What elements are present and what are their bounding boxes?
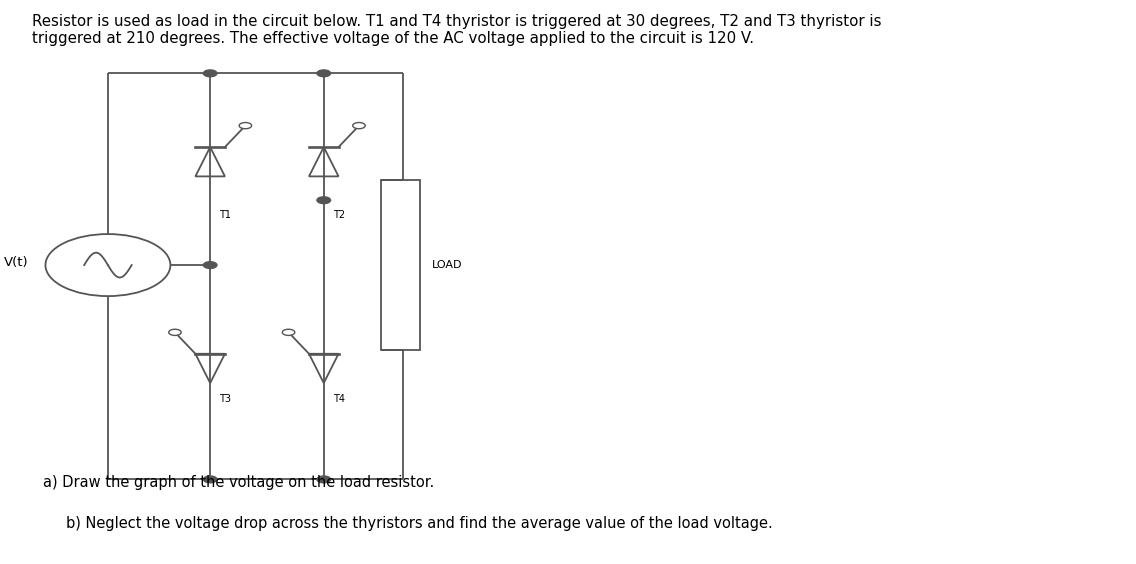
Bar [381,180,420,350]
Text: Resistor is used as load in the circuit below. T1 and T4 thyristor is triggered : Resistor is used as load in the circuit … [32,14,882,46]
Text: T4: T4 [333,394,345,404]
Text: T1: T1 [219,210,232,221]
Text: T3: T3 [219,394,232,404]
Circle shape [352,122,366,129]
Text: b) Neglect the voltage drop across the thyristors and find the average value of : b) Neglect the voltage drop across the t… [66,516,772,531]
Text: LOAD: LOAD [432,260,462,270]
Circle shape [282,329,294,336]
Circle shape [317,476,331,483]
Circle shape [240,122,252,129]
Text: V(t): V(t) [3,255,28,269]
Circle shape [203,70,217,77]
Text: a) Draw the graph of the voltage on the load resistor.: a) Draw the graph of the voltage on the … [43,475,434,490]
Circle shape [203,262,217,268]
Circle shape [168,329,181,336]
Text: T2: T2 [333,210,345,221]
Circle shape [203,476,217,483]
Circle shape [317,70,331,77]
Circle shape [317,197,331,204]
